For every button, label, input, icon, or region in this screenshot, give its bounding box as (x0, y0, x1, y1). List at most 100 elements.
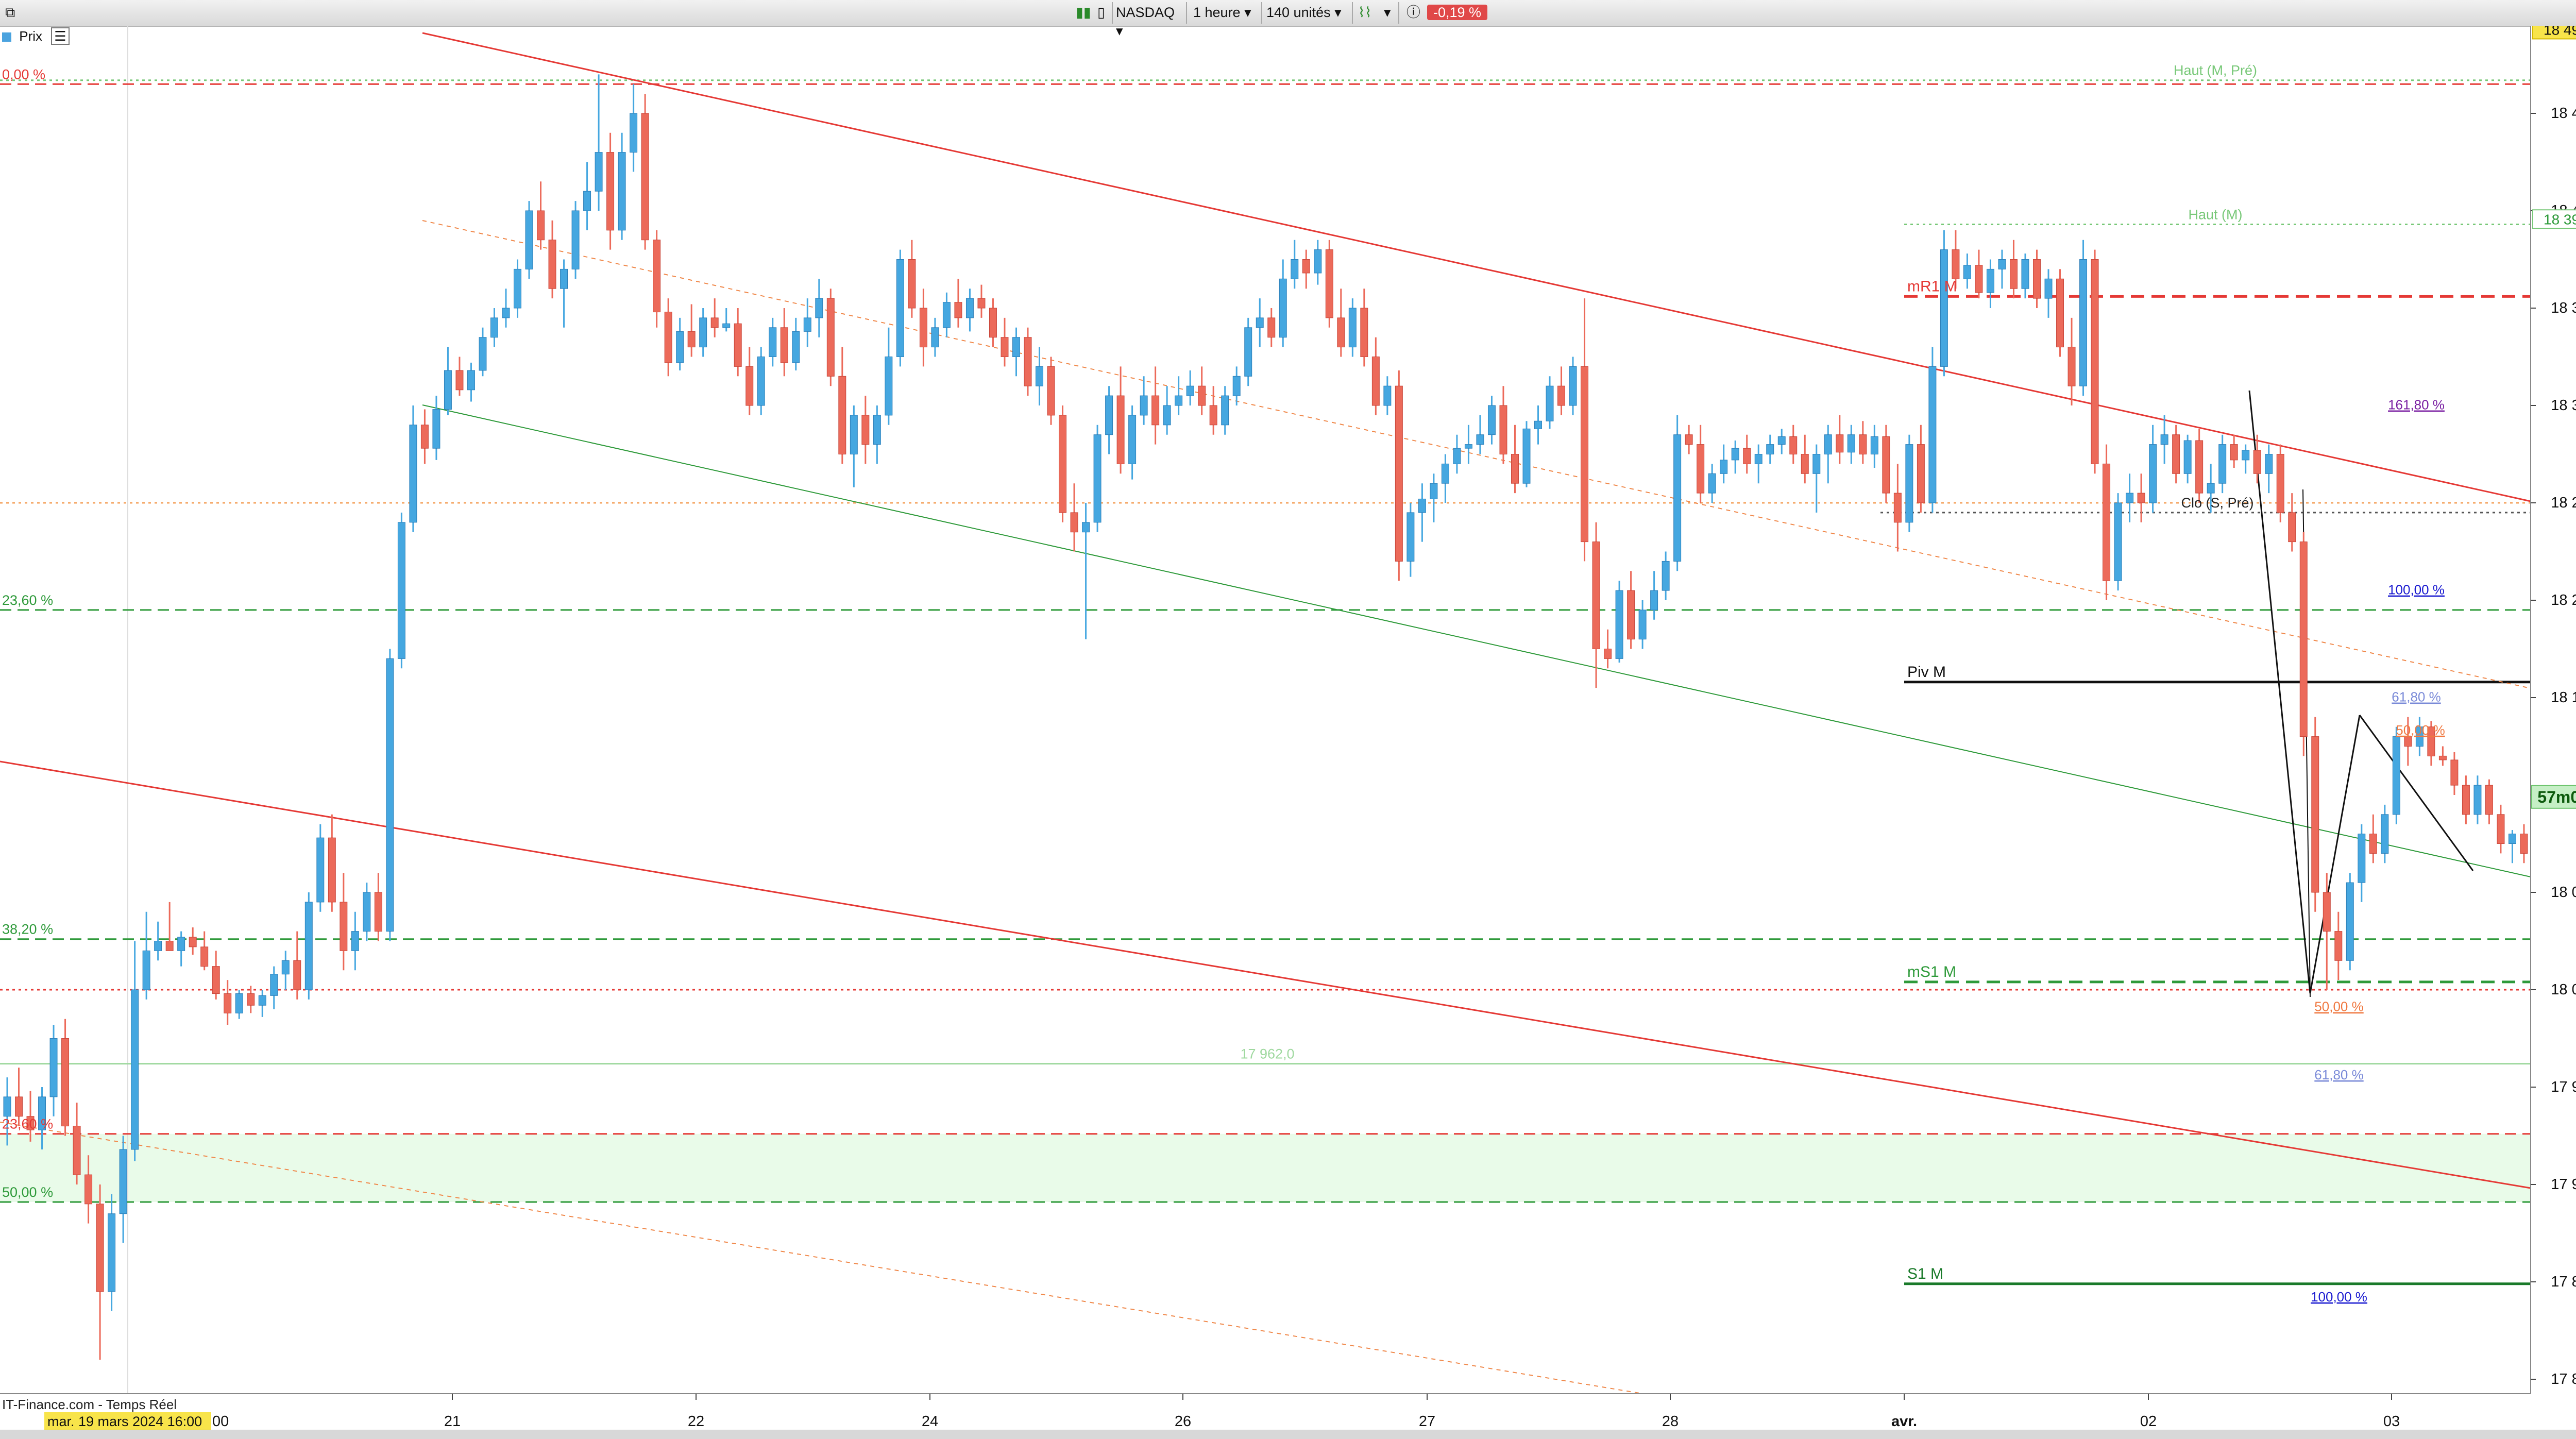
candle-body (2103, 463, 2111, 581)
candle-body (1789, 436, 1798, 454)
candle-body (340, 902, 348, 951)
candle-body (177, 937, 185, 951)
candle-body (2114, 502, 2122, 581)
candle-body (2218, 444, 2227, 484)
candle-body (1928, 366, 1937, 503)
chevron-down-icon: ▾ (1244, 5, 1251, 20)
candle-body (1418, 498, 1426, 513)
candle-body (2056, 278, 2064, 348)
candle-body (618, 152, 626, 231)
y-tick-label: 18 000 (2551, 981, 2576, 998)
candle-body (2323, 892, 2331, 932)
candle-body (142, 950, 150, 990)
indicator-icon[interactable]: ⌇⌇ (1358, 5, 1372, 20)
candle-body (548, 240, 556, 289)
candle-body (2288, 512, 2296, 543)
chevron-down-icon[interactable]: ▾ (1384, 5, 1391, 20)
x-tick-label: avr. (1891, 1413, 1917, 1430)
candle-body (1302, 259, 1310, 274)
legend-label: Prix (19, 28, 43, 44)
window-icon[interactable]: ⧉ (5, 5, 15, 20)
crosshair-date-label: mar. 19 mars 2024 16:00 (47, 1414, 202, 1429)
candle-body (1777, 436, 1786, 445)
candle-body (1731, 448, 1739, 461)
candle-body (989, 308, 997, 338)
variation-badge: -0,19 % (1427, 3, 1488, 22)
candle-body (1963, 265, 1971, 279)
candle-body (247, 993, 255, 1006)
candle-body (293, 960, 301, 990)
candle-body (1499, 405, 1507, 454)
candle-body (2230, 444, 2238, 461)
timeframe-selector[interactable]: 1 heure ▾ (1193, 3, 1260, 22)
instrument-selector[interactable]: NASDAQ ▾ (1116, 3, 1183, 39)
level-label: 38,20 % (2, 922, 53, 937)
level-label: 17 962,0 (1240, 1046, 1294, 1062)
chart-type-icon[interactable]: ▮▮ (1076, 5, 1091, 20)
candle-body (2126, 493, 2134, 503)
candle-body (1476, 434, 1484, 445)
info-icon[interactable]: ⓘ (1406, 5, 1420, 20)
trend-line (2248, 390, 2311, 994)
candle-body (2520, 834, 2528, 854)
x-tick-label: 28 (1662, 1413, 1679, 1430)
units-selector[interactable]: 140 unités ▾ (1266, 3, 1349, 22)
chart-legend[interactable]: Prix ☰ (2, 26, 70, 46)
x-tick-label: 27 (1419, 1413, 1435, 1430)
candle-body (200, 946, 209, 967)
candle-body (397, 522, 405, 659)
candle-body (1406, 512, 1415, 562)
candle-body (2021, 259, 2029, 289)
candle-body (2462, 785, 2470, 815)
candle-body (1036, 366, 1043, 386)
candle-body (965, 298, 974, 318)
candle-body (2207, 483, 2215, 494)
candle-body (409, 425, 417, 523)
candle-body (2299, 541, 2308, 737)
candle-body (258, 995, 266, 1006)
candle-body (119, 1149, 127, 1214)
candle-body (490, 317, 498, 338)
x-tick-label: 24 (922, 1413, 938, 1430)
candle-body (235, 993, 243, 1013)
candle-body (2009, 259, 2018, 289)
candle-body (873, 415, 881, 445)
candle-body (38, 1096, 46, 1130)
y-tick-label: 18 300 (2551, 397, 2576, 414)
candle-body (374, 892, 382, 932)
list-icon[interactable]: ☰ (51, 27, 70, 45)
x-tick-label: 00 (212, 1413, 229, 1430)
candle-body (537, 210, 545, 241)
time-axis (0, 1394, 2576, 1430)
candle-body (281, 960, 290, 975)
candle-body (1047, 366, 1055, 416)
fib-label: 100,00 % (2388, 582, 2445, 598)
horizontal-scrollbar[interactable] (0, 1430, 2576, 1439)
candle-body (1801, 454, 1809, 474)
candle-body (1824, 434, 1832, 455)
candle-body (745, 366, 754, 406)
candle-body (2369, 834, 2377, 854)
candle-body (722, 323, 731, 328)
candle-body (2358, 834, 2366, 883)
candle-body (2149, 444, 2157, 503)
candle-body (154, 941, 162, 951)
level-label: S1 M (1907, 1265, 1943, 1282)
drawing-tool-icon[interactable]: ▯ (1097, 5, 1105, 20)
price-tag-label: 18 395,7 (2544, 211, 2576, 227)
candle-body (455, 370, 464, 391)
candle-body (328, 837, 336, 903)
candle-body (1604, 649, 1612, 659)
level-label: 23,60 % (2, 1116, 53, 1132)
price-chart[interactable]: mR1 M Piv M mS1 M S1 M Haut (M, Pré) Haut (M)… (0, 26, 2576, 1430)
candle-body (676, 331, 684, 363)
candle-body (838, 376, 846, 454)
candle-body (1441, 463, 1449, 484)
candle-body (1487, 405, 1496, 435)
candle-body (1522, 428, 1531, 484)
candle-body (212, 966, 220, 994)
candle-body (1986, 268, 1994, 293)
timeframe-label: 1 heure (1193, 5, 1241, 20)
trend-line (0, 1122, 1752, 1412)
price-tag (2532, 26, 2576, 40)
